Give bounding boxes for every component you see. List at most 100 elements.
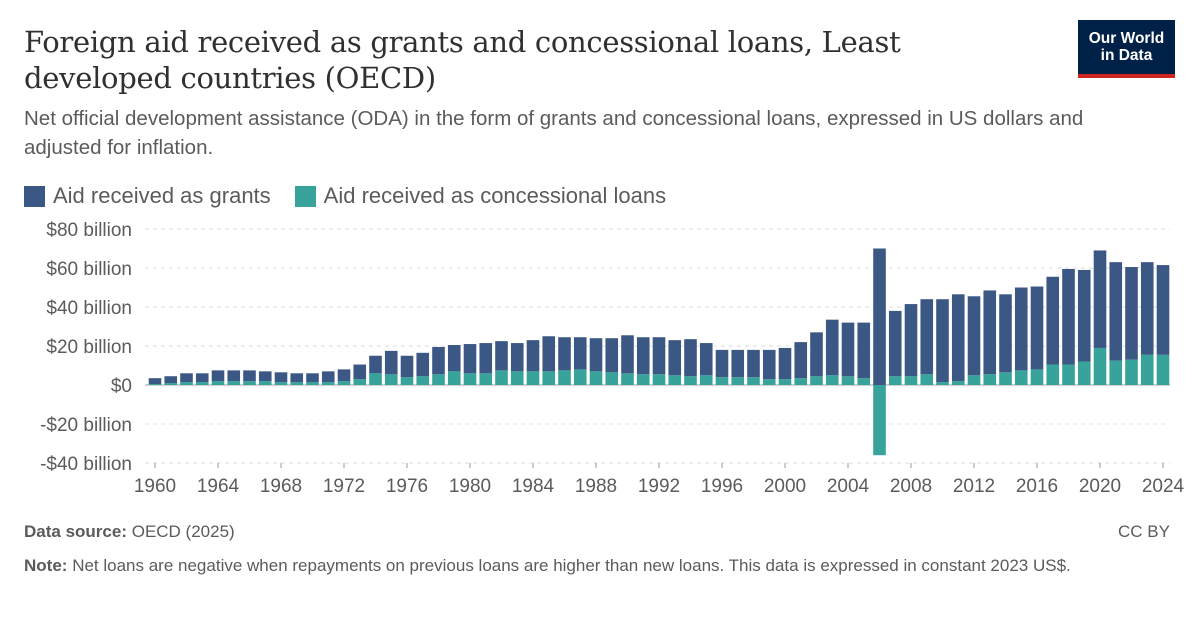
bar-loans [558, 370, 571, 385]
x-tick-label: 2000 [764, 476, 806, 497]
bar-grants [1014, 287, 1028, 371]
bar-loans [731, 377, 745, 385]
y-tick-label: -$40 billion [40, 454, 132, 475]
bar-grants [731, 349, 745, 378]
bar-grants [762, 349, 776, 380]
bar-grants [306, 373, 319, 383]
license-link[interactable]: CC BY [1118, 522, 1170, 541]
bar-loans [621, 373, 634, 385]
bar-loans [1109, 360, 1123, 385]
bar-grants [715, 349, 729, 378]
x-tick-label: 1988 [575, 476, 617, 497]
bar-loans [951, 381, 965, 385]
bar-loans [243, 381, 256, 385]
bar-grants [1093, 250, 1107, 348]
bar-grants [888, 310, 902, 377]
bar-loans [148, 384, 162, 385]
bar-grants [1062, 268, 1075, 365]
bar-loans [447, 371, 461, 385]
y-tick-label: $0 [111, 376, 132, 397]
bar-grants [904, 304, 918, 377]
bar-loans [983, 374, 997, 385]
bar-grants [841, 322, 855, 377]
legend-item-loans[interactable]: Aid received as concessional loans [294, 183, 666, 209]
bar-loans [384, 374, 398, 385]
bar-grants [243, 370, 256, 382]
bar-loans [526, 371, 540, 385]
bar-loans [211, 381, 225, 385]
bar-loans [825, 375, 839, 385]
bar-loans [605, 372, 619, 385]
x-tick-label: 2016 [1016, 476, 1058, 497]
bar-grants [999, 294, 1012, 373]
bar-loans [888, 376, 902, 385]
bar-grants [180, 373, 193, 383]
bar-grants [920, 299, 934, 375]
bar-grants [983, 290, 997, 375]
y-tick-label: $60 billion [46, 259, 132, 280]
bar-grants [573, 337, 587, 370]
legend-swatch-loans [294, 185, 316, 207]
bar-loans [636, 374, 650, 385]
bar-grants [337, 369, 351, 382]
bar-loans [495, 370, 508, 385]
x-tick-label: 1972 [323, 476, 365, 497]
bar-grants [1125, 267, 1138, 360]
bar-grants [810, 332, 823, 377]
bar-grants [668, 340, 682, 376]
bar-grants [857, 322, 871, 379]
legend-label-grants: Aid received as grants [53, 183, 271, 208]
bar-grants [825, 319, 839, 376]
bar-loans [1093, 347, 1107, 385]
bar-grants [873, 248, 886, 385]
x-tick-label: 1968 [260, 476, 302, 497]
bar-loans [258, 381, 272, 385]
bar-grants [778, 347, 792, 380]
bar-grants [479, 343, 493, 374]
bar-loans [857, 378, 871, 385]
legend-item-grants[interactable]: Aid received as grants [24, 183, 271, 209]
bar-loans [321, 382, 335, 385]
bar-grants [967, 296, 981, 376]
bar-loans [841, 376, 855, 385]
bar-grants [794, 342, 808, 379]
bar-grants [951, 294, 965, 382]
bar-grants [936, 299, 949, 383]
bar-grants [652, 337, 666, 375]
chart-note: Note: Net loans are negative when repaym… [24, 553, 1144, 578]
source-link[interactable]: OECD (2025) [131, 522, 235, 541]
bar-loans [699, 375, 713, 385]
bar-loans [1156, 354, 1170, 385]
bar-loans [337, 381, 351, 385]
bar-loans [810, 376, 823, 385]
bar-loans [306, 382, 319, 385]
bar-grants [447, 345, 461, 372]
logo-line-1: Our World [1088, 30, 1165, 47]
bar-loans [1046, 364, 1060, 385]
y-tick-label: $80 billion [46, 220, 132, 241]
bar-grants [621, 335, 634, 374]
bar-grants [684, 339, 697, 377]
bar-grants [290, 373, 304, 383]
x-tick-label: 1976 [386, 476, 428, 497]
x-tick-label: 2004 [827, 476, 870, 497]
bar-loans [999, 372, 1012, 385]
bar-loans [227, 381, 241, 385]
bar-loans [573, 369, 587, 385]
owid-logo[interactable]: Our World in Data [1078, 20, 1175, 78]
x-tick-label: 2012 [953, 476, 995, 497]
bar-grants [384, 350, 398, 375]
chart-legend: Aid received as grants Aid received as c… [24, 183, 690, 209]
bar-grants [1030, 286, 1044, 370]
legend-swatch-grants [24, 185, 45, 207]
bar-grants [416, 352, 430, 377]
bar-grants [1140, 262, 1154, 355]
bar-loans [164, 383, 178, 385]
bar-loans [684, 376, 697, 385]
bar-loans [762, 379, 776, 385]
bar-grants [195, 373, 209, 383]
bar-grants [148, 378, 162, 385]
bar-grants [589, 338, 603, 372]
x-tick-label: 1980 [449, 476, 491, 497]
bar-loans [400, 377, 414, 385]
